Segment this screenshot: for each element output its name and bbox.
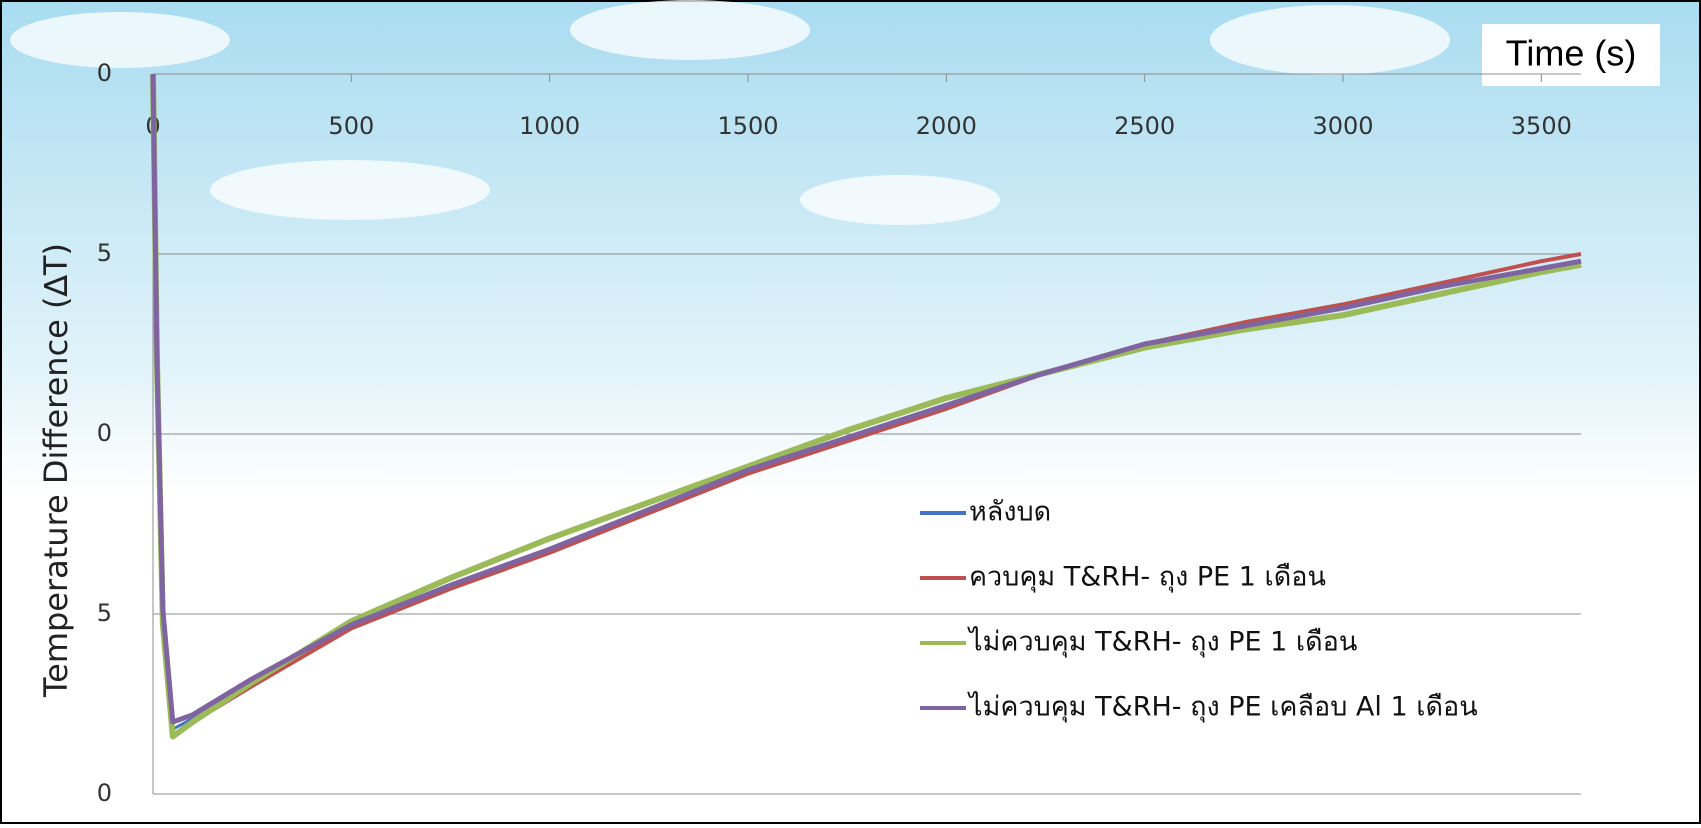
y-tick-label: 0 [97, 779, 112, 807]
legend-label: หลังบด [969, 497, 1051, 528]
y-axis-title: Temperature Difference (∆T) [37, 243, 75, 698]
chart: Time (s) Temperature Difference (∆T) 050… [0, 0, 1701, 824]
y-tick-label: 5 [97, 239, 112, 267]
x-tick-label: 3000 [1312, 112, 1373, 140]
legend-label: ไม่ควบคุม T&RH- ถุง PE เคลือบ Al 1 เดือน [967, 692, 1478, 724]
x-tick-label: 2000 [916, 112, 977, 140]
legend-label: ไม่ควบคุม T&RH- ถุง PE 1 เดือน [967, 627, 1357, 659]
x-axis-title: Time (s) [1506, 33, 1637, 74]
x-tick-label: 1500 [717, 112, 778, 140]
y-tick-label: 5 [97, 599, 112, 627]
x-tick-label: 500 [328, 112, 374, 140]
x-tick-label: 2500 [1114, 112, 1175, 140]
legend-label: ควบคุม T&RH- ถุง PE 1 เดือน [969, 562, 1326, 594]
y-tick-label: 0 [97, 59, 112, 87]
x-tick-label: 3500 [1511, 112, 1572, 140]
x-tick-label: 1000 [519, 112, 580, 140]
y-tick-label: 0 [97, 419, 112, 447]
